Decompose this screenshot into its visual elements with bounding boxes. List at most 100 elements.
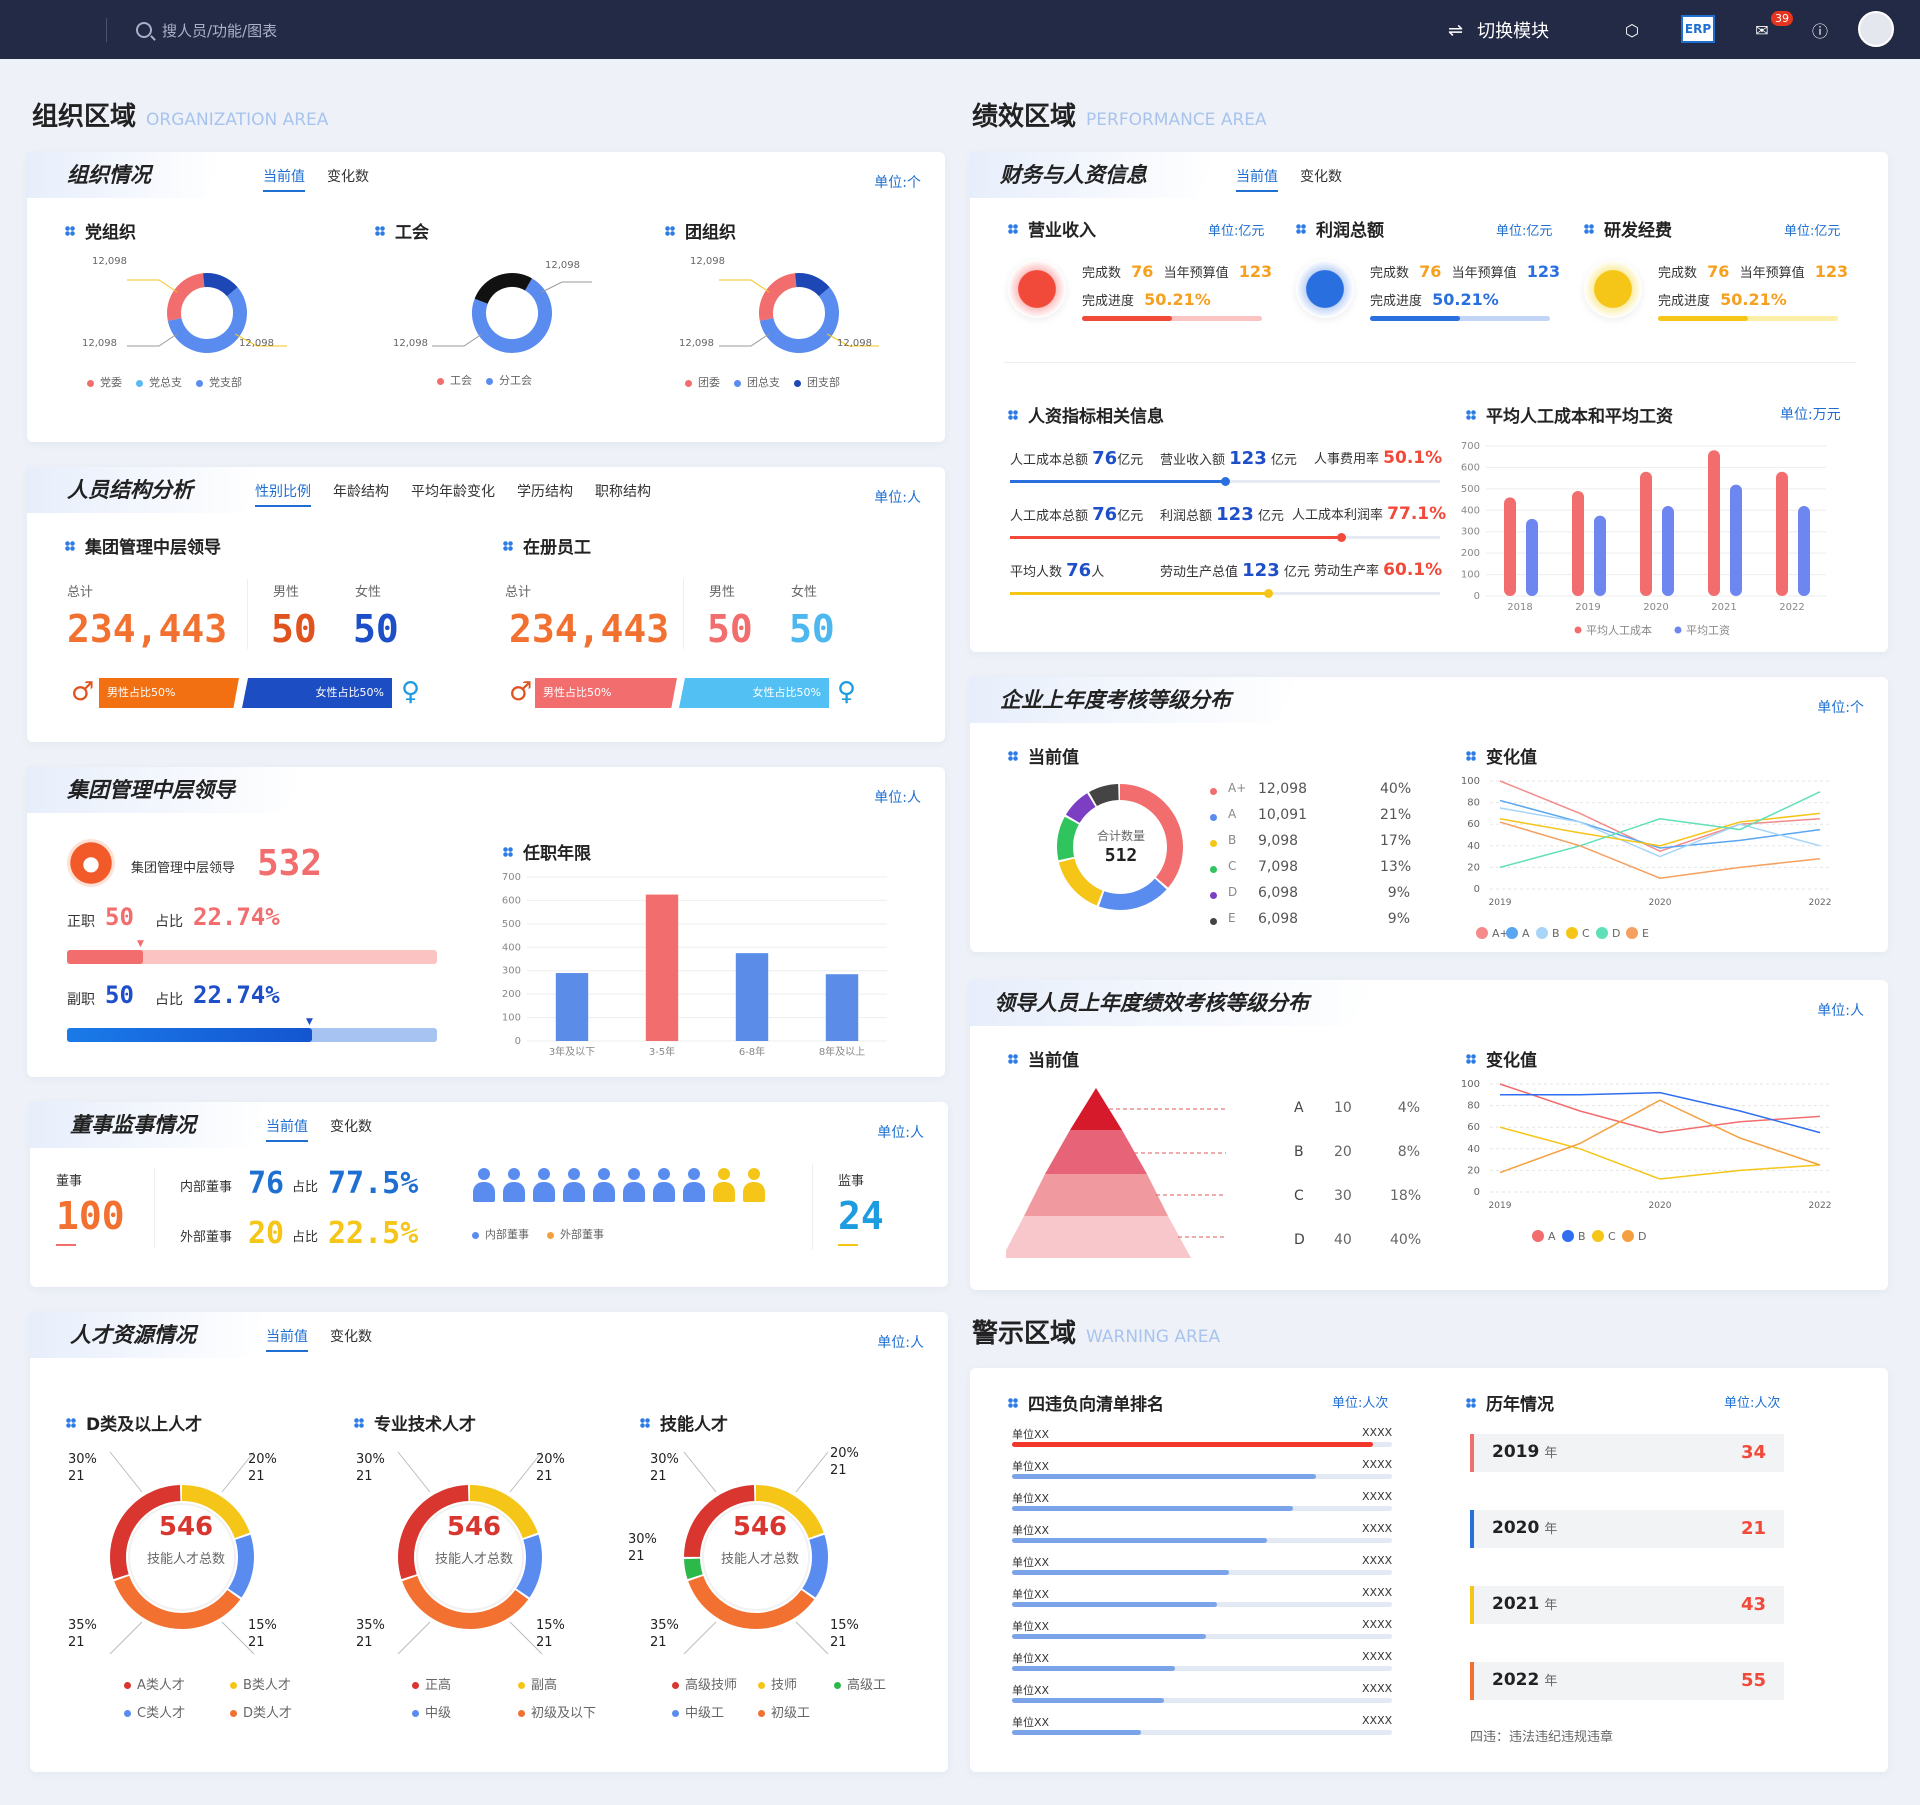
history-row: [1470, 1662, 1784, 1700]
legend-dot: [1626, 927, 1638, 939]
grade-label: A: [1228, 807, 1237, 821]
kpi-line: 完成数 76 当年预算值 123: [1370, 262, 1561, 281]
hr-fill: [1010, 592, 1268, 595]
cost-title: 平均人工成本和平均工资: [1466, 402, 1673, 427]
series-line: [1499, 807, 1821, 858]
history-row: [1470, 1510, 1784, 1548]
leader-pct: 18%: [1390, 1188, 1422, 1204]
mail-icon[interactable]: ✉: [1755, 20, 1769, 40]
rank-fill: [1012, 1442, 1373, 1447]
grade-pct: 40%: [1380, 781, 1412, 797]
tab-avg-age[interactable]: 平均年龄变化: [411, 484, 495, 500]
leader-count: 20: [1334, 1144, 1352, 1160]
donut-segment: [110, 1485, 254, 1629]
tab-current[interactable]: 当前值: [263, 166, 305, 192]
person-icon: [532, 1168, 556, 1202]
youth-legend: 团委 团总支 团支部: [685, 374, 840, 390]
history-row-marker: [1470, 1662, 1474, 1700]
zz-progress-fill: [67, 950, 143, 964]
donut-segment: [398, 1485, 542, 1629]
leader-pyramid: [1006, 1088, 1226, 1258]
fz-ratio: 22.74%: [193, 981, 280, 1009]
tab-gender[interactable]: 性别比例: [255, 481, 311, 507]
union-legend: 工会 分工会: [437, 372, 532, 388]
tab-change[interactable]: 变化数: [330, 1329, 372, 1345]
rank-track: [1012, 1666, 1392, 1671]
legend-dot: [1674, 626, 1682, 634]
tab-age[interactable]: 年龄结构: [333, 484, 389, 500]
legend-item: 正高: [412, 1674, 451, 1693]
x-tick-label: 2019: [1489, 898, 1512, 908]
grade-label: D: [1228, 885, 1238, 899]
legend-item: 技师: [758, 1674, 797, 1693]
rank-value: XXXX: [1362, 1458, 1393, 1471]
bar: [1594, 515, 1606, 596]
talent-pct: 15%: [830, 1618, 859, 1633]
hr-fill: [1010, 480, 1225, 483]
tab-change[interactable]: 变化数: [327, 169, 369, 185]
help-icon[interactable]: ⓘ: [1811, 22, 1828, 41]
tab-change[interactable]: 变化数: [1300, 169, 1342, 185]
talent-pct: 35%: [650, 1618, 679, 1633]
warn-section-title: 警示区域 WARNING AREA: [972, 1313, 1220, 1350]
total-label: 总计: [67, 585, 94, 600]
legend-label: C: [1608, 1230, 1616, 1243]
tab-current[interactable]: 当前值: [266, 1326, 308, 1352]
talent-count: 21: [628, 1549, 645, 1564]
switch-module-button[interactable]: ⇌ 切换模块: [1448, 16, 1549, 44]
hr-metric-a: 人工成本总额 76亿元: [1010, 448, 1144, 469]
switch-icon: ⇌: [1448, 19, 1464, 41]
talent-pct: 35%: [68, 1618, 97, 1633]
rank-fill: [1012, 1474, 1316, 1479]
fz-ratio-label: 占比: [155, 992, 183, 1008]
tab-title[interactable]: 职称结构: [595, 484, 651, 500]
pyramid-layer-d: [1006, 1216, 1191, 1258]
avatar[interactable]: [1858, 11, 1894, 47]
x-tick-label: 2019: [1575, 602, 1600, 613]
grade-label: C: [1228, 859, 1237, 873]
tab-education[interactable]: 学历结构: [517, 484, 573, 500]
male-ratio-bar: 男性占比50%: [535, 678, 677, 708]
settings-icon[interactable]: ⬡: [1625, 20, 1639, 40]
erp-icon[interactable]: ERP: [1681, 15, 1715, 43]
person-icon: [652, 1168, 676, 1202]
talent-count: 21: [356, 1469, 373, 1484]
card-title: 领导人员上年度绩效考核等级分布: [970, 980, 1379, 1026]
grade-label: E: [1228, 911, 1236, 925]
warning-card: 四违负向清单排名 单位:人次 历年情况 单位:人次 四违：违法违纪违规违章 单位…: [970, 1368, 1888, 1772]
leader-pct: 40%: [1390, 1232, 1422, 1248]
bar: [1640, 471, 1652, 596]
grade-count: 12,098: [1258, 781, 1307, 797]
legend-item: 党支部: [196, 374, 242, 390]
talent-center-value: 546: [446, 1512, 502, 1542]
donut-segment: [110, 1485, 254, 1629]
y-tick-label: 0: [1474, 884, 1480, 895]
talent-count: 21: [248, 1635, 265, 1650]
youth-org-title: 团组织: [665, 218, 736, 243]
talent-count: 21: [650, 1635, 667, 1650]
bar: [1526, 518, 1538, 596]
board-legend: 内部董事 外部董事: [472, 1226, 604, 1242]
unit-label: 单位:个: [1817, 700, 1864, 716]
tab-current[interactable]: 当前值: [1236, 166, 1278, 192]
hr-metric-c: 劳动生产率 60.1%: [1314, 560, 1443, 580]
history-value: 43: [1740, 1594, 1766, 1615]
series-line: [1499, 1083, 1821, 1134]
tab-current[interactable]: 当前值: [266, 1116, 308, 1142]
legend-label: D: [1612, 927, 1620, 940]
talent-pct: 30%: [650, 1452, 679, 1467]
rank-label: 单位XX: [1012, 1460, 1050, 1473]
inner-ratio-label: 占比: [292, 1180, 319, 1195]
talent-center-label: 技能人才总数: [720, 1552, 799, 1567]
tab-change[interactable]: 变化数: [330, 1119, 372, 1135]
grade-count: 7,098: [1258, 859, 1299, 875]
legend-item: 团支部: [794, 374, 840, 390]
legend-item: 中级: [412, 1702, 451, 1721]
hr-marker: [1337, 533, 1347, 542]
person-icon: [622, 1168, 646, 1202]
x-tick-label: 2022: [1809, 1201, 1832, 1211]
y-tick-label: 300: [502, 966, 521, 977]
center-label: 合计数量: [1096, 829, 1145, 843]
union-label-2: 12,098: [393, 338, 428, 349]
search-input[interactable]: 搜人员/功能/图表: [136, 18, 277, 42]
